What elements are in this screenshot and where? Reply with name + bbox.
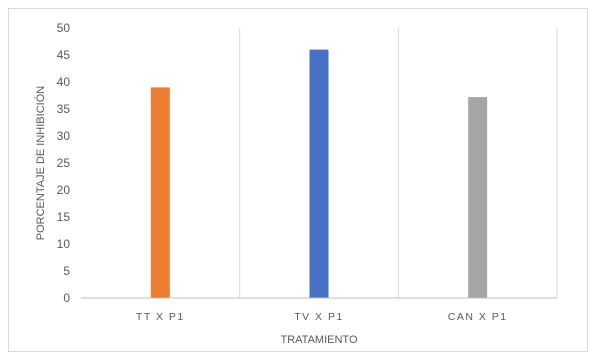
bar-tv-x-p1 (309, 49, 329, 298)
category-gridlines (239, 28, 558, 298)
bars (150, 49, 488, 299)
y-tick-label-40: 40 (57, 75, 71, 89)
x-axis-title: TRATAMIENTO (281, 334, 358, 346)
y-axis-title: PORCENTAJE DE INHIBICIÓN (34, 86, 47, 240)
y-tick-label-15: 15 (57, 210, 71, 224)
y-tick-label-25: 25 (57, 156, 71, 170)
y-axis-ticks: 0 5 10 15 20 25 30 35 40 45 50 (57, 21, 71, 305)
y-tick-label-35: 35 (57, 102, 71, 116)
bar-tt-x-p1 (150, 87, 170, 299)
bar-can-x-p1 (468, 97, 488, 299)
y-tick-label-20: 20 (57, 183, 71, 197)
x-tick-label-3: CAN X P1 (448, 311, 508, 323)
x-tick-label-1: TT X P1 (136, 311, 185, 323)
y-tick-label-50: 50 (57, 21, 71, 35)
x-axis-tick-labels: TT X P1 TV X P1 CAN X P1 (136, 311, 508, 323)
chart-frame (8, 8, 588, 352)
y-tick-label-45: 45 (57, 48, 71, 62)
y-tick-label-10: 10 (57, 237, 71, 251)
x-tick-label-2: TV X P1 (294, 311, 344, 323)
y-tick-label-5: 5 (63, 264, 70, 278)
y-tick-label-0: 0 (63, 291, 70, 305)
y-tick-label-30: 30 (57, 129, 71, 143)
